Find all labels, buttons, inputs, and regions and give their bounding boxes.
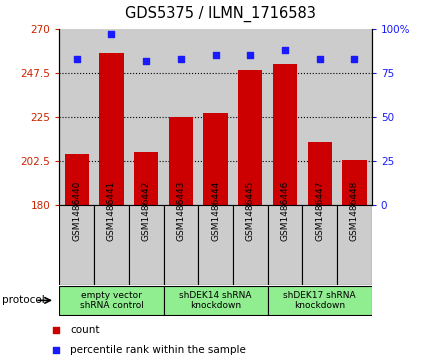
Point xyxy=(212,53,219,58)
Bar xyxy=(233,205,268,285)
Point xyxy=(108,32,115,37)
Text: empty vector
shRNA control: empty vector shRNA control xyxy=(80,291,143,310)
Text: shDEK14 shRNA
knockdown: shDEK14 shRNA knockdown xyxy=(180,291,252,310)
Bar xyxy=(268,205,302,285)
Text: GSM1486446: GSM1486446 xyxy=(281,181,290,241)
Bar xyxy=(268,286,372,315)
Bar xyxy=(129,29,164,205)
Bar xyxy=(198,29,233,205)
Point xyxy=(282,47,289,53)
Text: GSM1486445: GSM1486445 xyxy=(246,181,255,241)
Point xyxy=(73,56,80,62)
Bar xyxy=(302,205,337,285)
Bar xyxy=(134,152,158,205)
Bar xyxy=(203,113,228,205)
Bar xyxy=(302,29,337,205)
Bar xyxy=(59,205,94,285)
Point xyxy=(177,56,184,62)
Point xyxy=(351,56,358,62)
Text: GSM1486440: GSM1486440 xyxy=(72,181,81,241)
Bar xyxy=(233,29,268,205)
Point xyxy=(143,58,150,64)
Text: GSM1486448: GSM1486448 xyxy=(350,181,359,241)
Bar xyxy=(164,205,198,285)
Bar xyxy=(59,286,164,315)
Bar xyxy=(337,29,372,205)
Bar xyxy=(94,205,129,285)
Bar xyxy=(273,64,297,205)
Bar xyxy=(99,53,124,205)
Text: GSM1486444: GSM1486444 xyxy=(211,181,220,241)
Bar xyxy=(164,286,268,315)
Bar xyxy=(337,205,372,285)
Text: GDS5375 / ILMN_1716583: GDS5375 / ILMN_1716583 xyxy=(125,5,315,22)
Point xyxy=(257,270,264,276)
Text: GSM1486447: GSM1486447 xyxy=(315,181,324,241)
Bar xyxy=(65,154,89,205)
Text: protocol: protocol xyxy=(2,295,45,305)
Point xyxy=(247,53,254,58)
Bar xyxy=(238,70,262,205)
Bar xyxy=(198,205,233,285)
Bar xyxy=(164,29,198,205)
Bar xyxy=(129,205,164,285)
Bar xyxy=(59,29,94,205)
Point xyxy=(316,56,323,62)
Text: GSM1486442: GSM1486442 xyxy=(142,181,150,241)
Text: GSM1486441: GSM1486441 xyxy=(107,181,116,241)
Text: shDEK17 shRNA
knockdown: shDEK17 shRNA knockdown xyxy=(283,291,356,310)
Bar xyxy=(342,160,367,205)
Text: count: count xyxy=(70,325,100,335)
Bar xyxy=(308,143,332,205)
Text: percentile rank within the sample: percentile rank within the sample xyxy=(70,345,246,355)
Bar xyxy=(169,117,193,205)
Bar xyxy=(268,29,302,205)
Point xyxy=(257,89,264,95)
Bar xyxy=(94,29,129,205)
Text: GSM1486443: GSM1486443 xyxy=(176,181,185,241)
